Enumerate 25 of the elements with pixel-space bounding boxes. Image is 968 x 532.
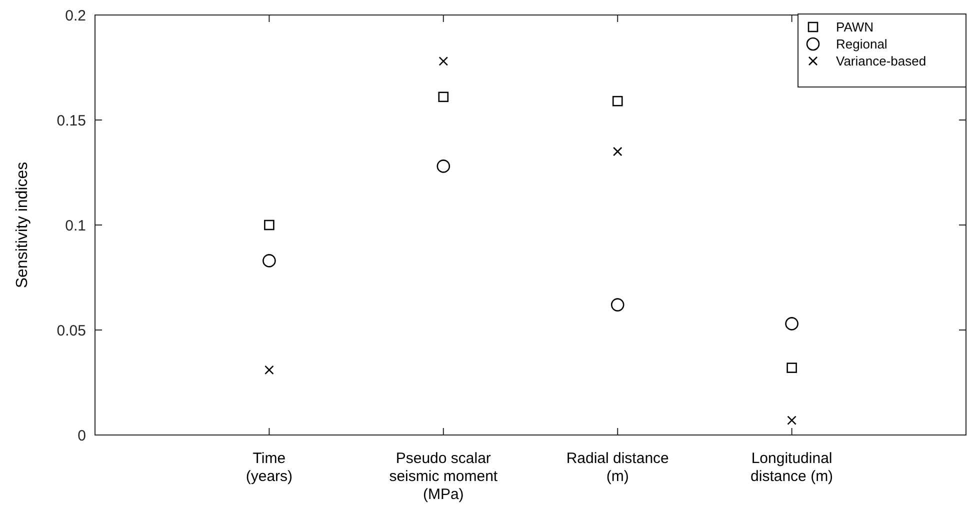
- y-tick-label: 0.05: [56, 322, 86, 340]
- y-tick-label: 0.1: [65, 217, 86, 234]
- point: [438, 92, 449, 102]
- x-tick-label: Radial distance (m): [566, 450, 669, 485]
- x-tick-label: Longitudinal distance (m): [750, 450, 834, 485]
- legend-label: Variance-based: [836, 54, 926, 69]
- x-tick-label: Time (years): [246, 450, 293, 485]
- point: [436, 160, 450, 173]
- legend-label: Regional: [836, 36, 888, 52]
- point: [612, 96, 623, 106]
- point: [264, 365, 274, 375]
- y-tick-label: 0.2: [65, 7, 86, 24]
- point: [610, 298, 624, 312]
- point: [438, 56, 448, 66]
- point: [787, 416, 796, 425]
- y-tick-label: 0: [78, 427, 86, 444]
- legend-label: PAWN: [836, 20, 874, 35]
- point: [612, 146, 622, 156]
- point: [262, 254, 276, 268]
- point: [264, 220, 274, 230]
- y-tick-label: 0.15: [56, 112, 86, 130]
- y-axis-title: Sensitivity indices: [14, 162, 31, 288]
- point: [786, 362, 797, 373]
- point: [785, 317, 798, 330]
- x-tick-label: Pseudo scalar seismic moment (MPa): [389, 450, 498, 503]
